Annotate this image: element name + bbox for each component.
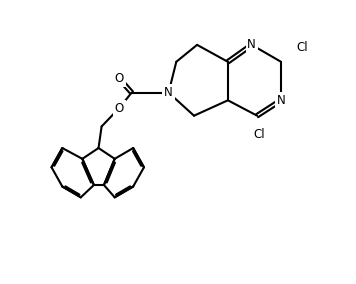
Text: O: O	[115, 72, 124, 85]
Text: O: O	[115, 101, 124, 114]
Text: N: N	[247, 38, 256, 51]
Text: N: N	[277, 94, 286, 107]
Text: N: N	[164, 86, 173, 99]
Text: Cl: Cl	[297, 41, 308, 55]
Text: Cl: Cl	[253, 128, 265, 141]
